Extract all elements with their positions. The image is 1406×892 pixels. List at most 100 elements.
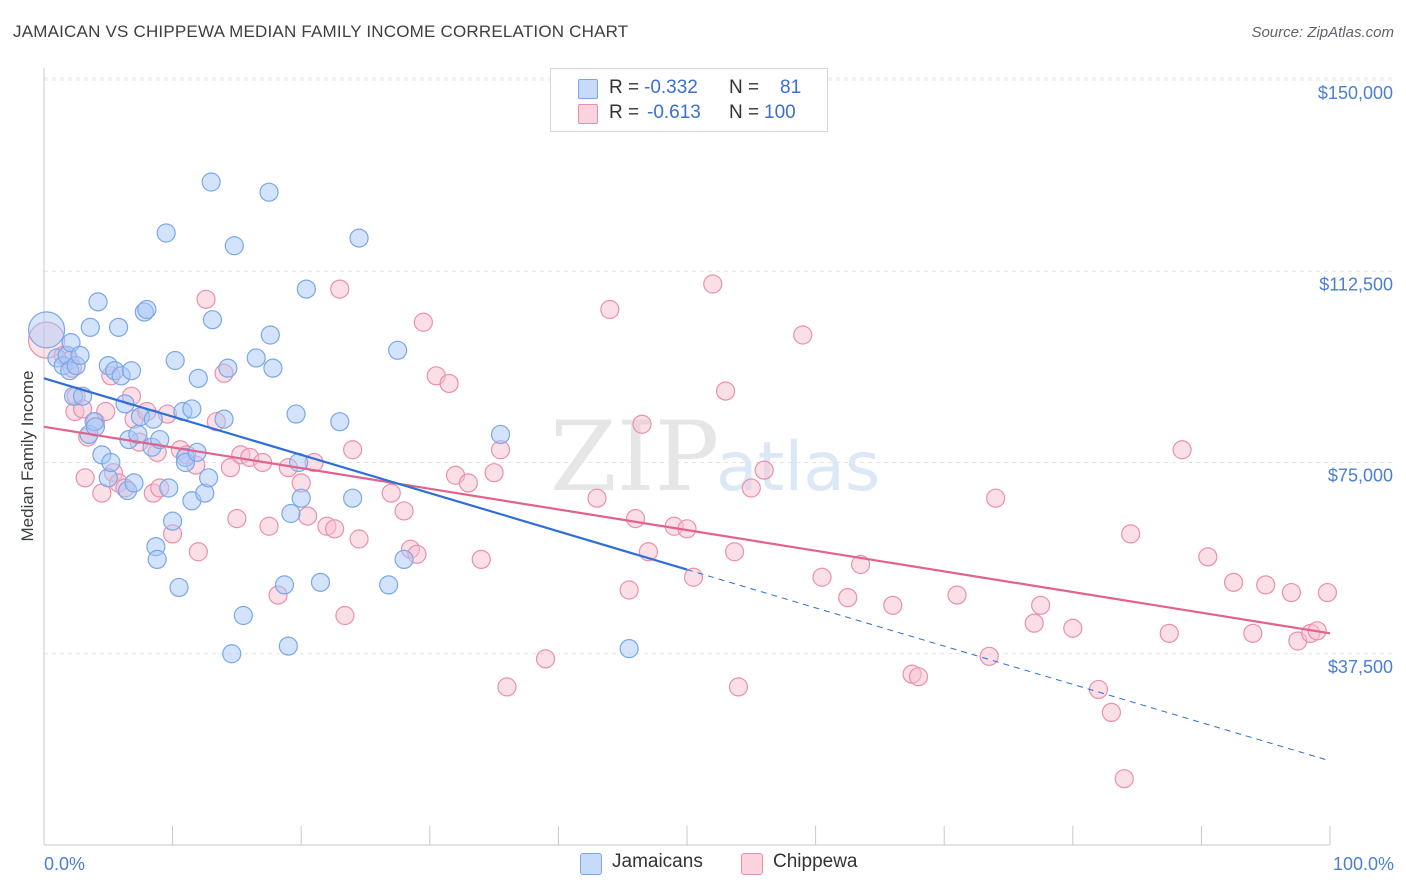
jamaicans-point — [343, 488, 363, 508]
chippewa-point — [394, 501, 414, 521]
bottom-legend-swatch-chippewa — [741, 853, 763, 875]
chippewa-point — [484, 463, 504, 483]
chippewa-point — [619, 580, 639, 600]
trend-lines — [43, 377, 1331, 762]
legend-row-chippewa: R = -0.613 N = 100 — [551, 102, 827, 126]
chippewa-point — [298, 506, 318, 526]
jamaicans-trend-extension — [686, 569, 1331, 762]
chippewa-point — [227, 508, 247, 529]
jamaicans-point — [224, 236, 244, 256]
legend-n-label: N = — [729, 77, 760, 98]
jamaicans-point — [80, 317, 100, 337]
y-tick-label: $75,000 — [1328, 466, 1393, 486]
y-axis-label: Median Family Income — [18, 370, 37, 541]
chippewa-point — [220, 458, 241, 478]
legend-r-label: R = — [609, 102, 640, 123]
chippewa-point — [1281, 582, 1302, 603]
bottom-legend-label-jamaicans: Jamaicans — [612, 851, 703, 872]
y-tick-label: $37,500 — [1328, 657, 1393, 677]
jamaicans-point — [259, 182, 279, 202]
chippewa-point — [703, 274, 723, 294]
chippewa-point — [1031, 595, 1051, 615]
jamaicans-point — [394, 549, 414, 570]
chippewa-point — [947, 585, 967, 605]
jamaicans-point — [619, 639, 639, 659]
jamaicans-point — [163, 511, 183, 531]
chippewa-point — [724, 542, 745, 562]
chippewa-point — [497, 677, 517, 697]
legend-r-label: R = — [609, 77, 640, 98]
jamaicans-point — [218, 358, 238, 378]
bottom-legend-swatch-jamaicans — [580, 853, 602, 875]
jamaicans-point — [88, 292, 108, 312]
jamaicans-point — [246, 348, 266, 368]
chippewa-point — [741, 478, 761, 498]
jamaicans-point — [263, 358, 283, 378]
jamaicans-point — [379, 575, 399, 595]
y-tick-label: $112,500 — [1319, 274, 1393, 294]
chippewa-point — [1317, 582, 1338, 603]
jamaicans-point — [222, 644, 242, 664]
legend-swatch-jamaicans — [578, 79, 598, 99]
jamaicans-point — [147, 549, 167, 570]
chippewa-point — [754, 460, 774, 480]
legend-n-value: 81 — [780, 77, 802, 98]
chippewa-point — [1172, 440, 1192, 460]
bottom-legend-label-chippewa: Chippewa — [773, 851, 858, 872]
chippewa-point — [335, 605, 355, 626]
jamaicans-point — [159, 478, 179, 498]
chippewa-point — [196, 289, 216, 309]
axes — [43, 68, 1331, 846]
chippewa-point — [1243, 623, 1263, 643]
jamaicans-point — [349, 228, 369, 248]
jamaicans-point — [156, 223, 176, 243]
x-tick-label-min: 0.0% — [44, 854, 85, 874]
jamaicans-point — [233, 605, 253, 626]
jamaicans-point — [124, 473, 144, 493]
chippewa-point — [1256, 575, 1276, 595]
chippewa-point — [793, 325, 813, 345]
jamaicans-point — [201, 172, 221, 192]
chippewa-point — [715, 381, 736, 401]
legend-r-value: -0.613 — [647, 102, 701, 123]
chippewa-point — [1088, 679, 1109, 700]
chippewa-point — [632, 414, 652, 434]
chippewa-point — [1198, 547, 1218, 567]
chippewa-point — [439, 373, 459, 394]
chippewa-point — [75, 468, 95, 488]
chippewa-point — [349, 529, 369, 549]
jamaicans-point — [310, 572, 331, 592]
jamaicans-points — [27, 172, 639, 664]
chippewa-point — [471, 549, 491, 570]
jamaicans-point — [121, 361, 142, 381]
chippewa-point — [1121, 524, 1141, 544]
chippewa-point — [413, 312, 433, 332]
chippewa-point — [851, 554, 871, 575]
jamaicans-point — [27, 311, 66, 349]
grid-lines — [44, 77, 1395, 655]
jamaicans-point — [490, 424, 511, 445]
jamaicans-point — [70, 345, 90, 365]
chippewa-point — [1114, 769, 1134, 789]
jamaicans-point — [108, 317, 129, 337]
jamaicans-point — [199, 468, 219, 488]
chippewa-point — [625, 508, 646, 529]
jamaicans-point — [296, 279, 316, 299]
source-label: Source: ZipAtlas.com — [1251, 24, 1394, 41]
watermark-atlas: atlas — [716, 428, 880, 507]
chippewa-point — [908, 667, 929, 687]
jamaicans-point — [115, 394, 135, 414]
jamaicans-point — [182, 399, 202, 419]
jamaicans-point — [260, 325, 280, 345]
chippewa-point — [812, 567, 832, 587]
jamaicans-point — [278, 636, 298, 656]
jamaicans-point — [286, 404, 306, 424]
x-tick-label-max: 100.0% — [1333, 854, 1394, 874]
chippewa-point — [1063, 618, 1083, 638]
jamaicans-point — [165, 350, 185, 371]
jamaicans-point — [388, 340, 408, 360]
legend-r-value: -0.332 — [644, 77, 698, 98]
legend-swatch-chippewa — [578, 104, 598, 124]
chippewa-point — [986, 488, 1006, 508]
